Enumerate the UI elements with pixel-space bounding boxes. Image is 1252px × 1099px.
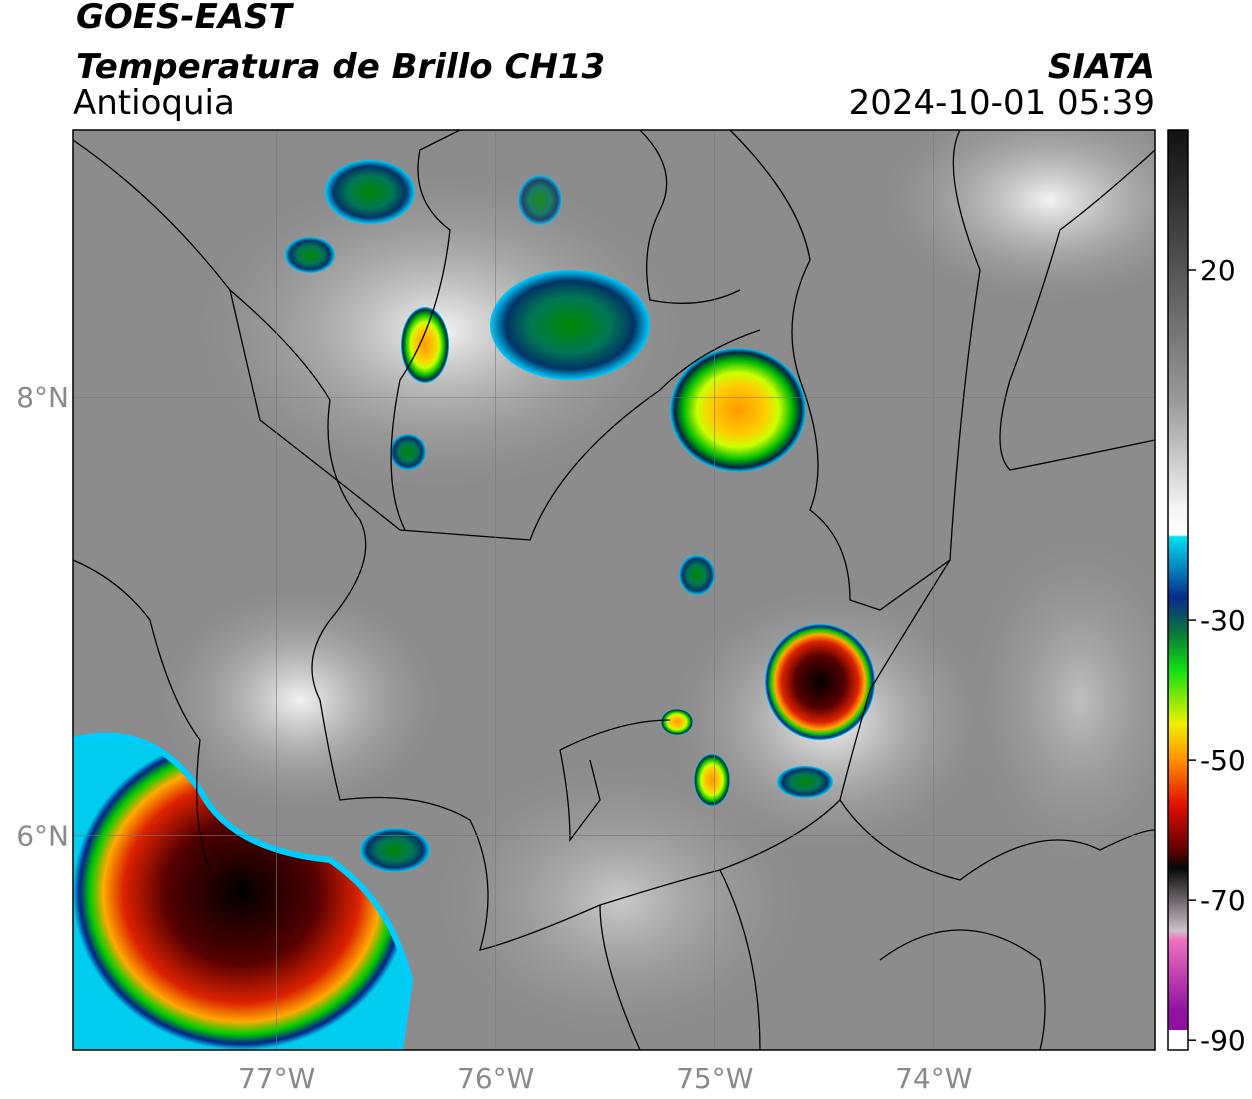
colorbar-tick-label: -50 <box>1200 744 1246 777</box>
map-frame <box>72 129 1156 1051</box>
lon-label: 74°W <box>895 1062 972 1095</box>
axis-labels: 8°N 6°N 77°W 76°W 75°W 74°W <box>16 381 972 1095</box>
borders <box>73 130 1155 1050</box>
colorbar-tick-label: 20 <box>1200 254 1236 287</box>
lon-label: 76°W <box>457 1062 534 1095</box>
title-line1: GOES-EAST <box>76 0 295 37</box>
source: SIATA <box>1048 47 1155 87</box>
colorbar-gradient <box>1168 130 1188 1030</box>
colorbar-ticks: 20 -30 -50 -70 -90 <box>1188 254 1246 1057</box>
lat-label: 6°N <box>16 819 69 852</box>
colorbar-tick-label: -30 <box>1200 604 1246 637</box>
colorbar-frame <box>1167 129 1189 1051</box>
colorbar-extension <box>1168 1030 1188 1050</box>
region: Antioquia <box>73 83 235 123</box>
storms <box>73 160 875 1050</box>
datetime: 2024-10-01 05:39 <box>849 83 1155 123</box>
grid <box>73 130 1155 1050</box>
lon-label: 75°W <box>676 1062 753 1095</box>
lon-label: 77°W <box>238 1062 315 1095</box>
colorbar-tick-label: -70 <box>1200 884 1246 917</box>
lat-label: 8°N <box>16 381 69 414</box>
colorbar-tick-label: -90 <box>1200 1024 1246 1057</box>
map <box>73 130 1155 1050</box>
title-line2: Temperatura de Brillo CH13 <box>76 47 605 87</box>
